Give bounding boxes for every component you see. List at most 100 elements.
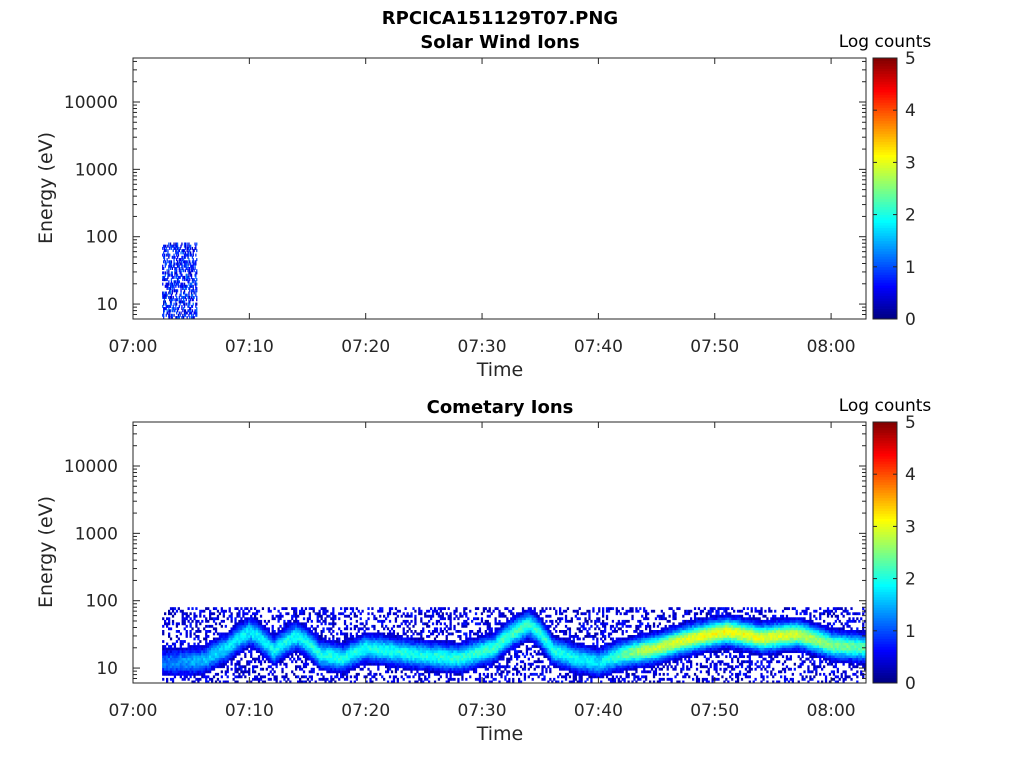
data-cell (409, 675, 411, 678)
data-cell (387, 658, 389, 661)
data-cell (405, 607, 407, 610)
data-cell (549, 663, 551, 666)
data-cell (471, 650, 473, 653)
data-cell (457, 673, 459, 676)
data-cell (577, 663, 579, 666)
data-cell (463, 655, 465, 658)
data-cell (244, 648, 246, 651)
data-cell (516, 617, 518, 620)
data-cell (428, 660, 430, 663)
data-cell (440, 655, 442, 658)
y-tick-label: 1000 (75, 160, 118, 180)
data-cell (508, 653, 510, 656)
colorbar-label-cometary: Log counts (839, 396, 932, 416)
data-cell (399, 610, 401, 613)
data-cell (272, 673, 274, 676)
data-cell (184, 663, 186, 666)
data-cell (321, 615, 323, 618)
data-cell (453, 612, 455, 615)
data-cell (262, 655, 264, 658)
data-cell (410, 665, 412, 668)
data-cell (375, 638, 377, 641)
data-cell (573, 675, 575, 678)
data-cell (295, 620, 297, 623)
cometary-panel: Cometary Ions Log counts Time Energy (eV… (35, 396, 931, 745)
data-cell (295, 650, 297, 653)
data-cell (543, 622, 545, 625)
data-cell (549, 648, 551, 651)
data-cell (495, 617, 497, 620)
data-cell (414, 615, 416, 618)
data-cell (379, 610, 381, 613)
data-cell (481, 635, 483, 638)
data-cell (346, 607, 348, 610)
data-cell (358, 610, 360, 613)
data-cell (549, 678, 551, 681)
data-cell (553, 655, 555, 658)
data-cell (311, 620, 313, 623)
data-cell (215, 630, 217, 633)
colorbar-tick-label: 0 (905, 310, 916, 330)
colorbar-segment (873, 189, 897, 192)
data-cell (588, 665, 590, 668)
data-cell (510, 612, 512, 615)
data-cell (428, 648, 430, 651)
data-cell (221, 638, 223, 641)
data-cell (586, 630, 588, 633)
data-cell (293, 658, 295, 661)
data-cell (344, 645, 346, 648)
data-cell (205, 607, 207, 610)
data-cell (450, 648, 452, 651)
data-cell (410, 643, 412, 646)
data-cell (510, 617, 512, 620)
data-cell (506, 627, 508, 630)
data-cell (356, 678, 358, 681)
data-cell (459, 665, 461, 668)
data-cell (171, 260, 172, 263)
data-cell (397, 633, 399, 636)
data-cell (313, 668, 315, 671)
data-cell (538, 620, 540, 623)
data-cell (287, 622, 289, 625)
data-cell (555, 640, 557, 643)
data-cell (453, 648, 455, 651)
data-cell (498, 668, 500, 671)
data-cell (289, 620, 291, 623)
data-cell (182, 643, 184, 646)
data-cell (238, 640, 240, 643)
data-cell (397, 645, 399, 648)
data-cell (516, 622, 518, 625)
data-cell (493, 653, 495, 656)
colorbar-segment (873, 71, 897, 74)
data-cell (295, 617, 297, 620)
data-cell (510, 645, 512, 648)
data-cell (264, 660, 266, 663)
data-cell (285, 663, 287, 666)
colorbar-segment (873, 123, 897, 126)
data-cell (162, 630, 164, 633)
data-cell (291, 670, 293, 673)
colorbar-segment (873, 272, 897, 275)
data-cell (581, 625, 583, 628)
data-cell (496, 630, 498, 633)
data-cell (344, 655, 346, 658)
data-cell (209, 640, 211, 643)
data-cell (446, 640, 448, 643)
data-cell (332, 650, 334, 653)
data-cell (459, 663, 461, 666)
data-cell (217, 678, 219, 681)
data-cell (463, 612, 465, 615)
data-cell (234, 650, 236, 653)
data-cell (528, 612, 530, 615)
data-cell (436, 673, 438, 676)
data-cell (534, 645, 536, 648)
data-cell (584, 635, 586, 638)
data-cell (465, 625, 467, 628)
data-cell (496, 670, 498, 673)
data-cell (440, 675, 442, 678)
data-cell (274, 630, 276, 633)
data-cell (489, 665, 491, 668)
data-cell (512, 612, 514, 615)
data-cell (483, 673, 485, 676)
data-cell (362, 658, 364, 661)
